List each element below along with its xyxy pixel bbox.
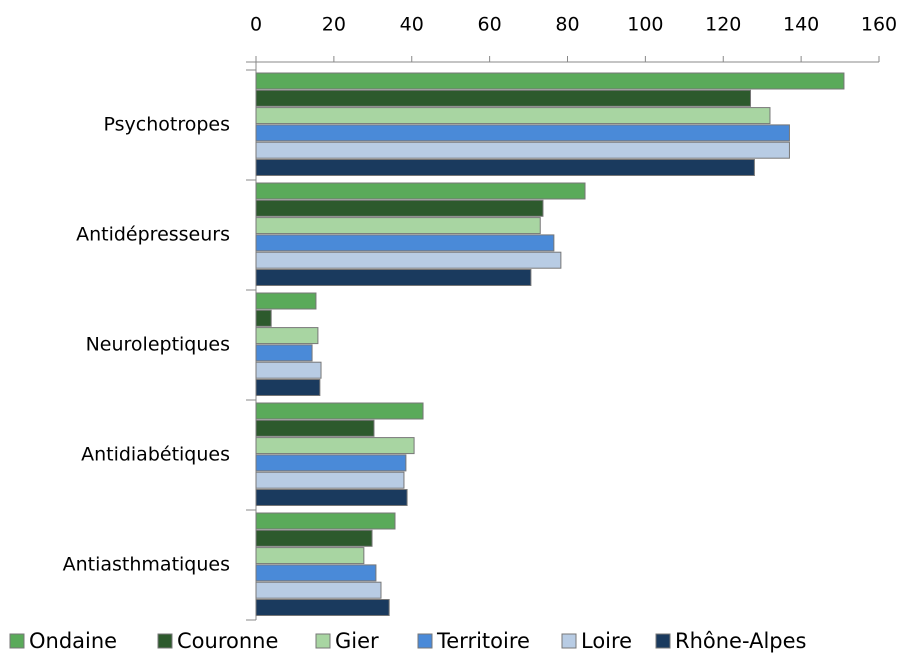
x-tick-label: 120 — [705, 14, 741, 36]
category-label: Neuroleptiques — [86, 334, 230, 356]
legend-label: Gier — [335, 629, 379, 653]
bar — [255, 471, 405, 489]
bar — [255, 512, 396, 530]
legend-label: Territoire — [436, 629, 530, 653]
bar — [255, 564, 377, 582]
bar — [255, 107, 771, 125]
bar — [255, 251, 562, 269]
legend-swatch — [655, 633, 671, 649]
legend-label: Ondaine — [29, 629, 117, 653]
bar — [255, 489, 408, 506]
bar — [255, 182, 586, 200]
legend-label: Loire — [581, 629, 632, 653]
bar — [255, 234, 555, 252]
bar — [255, 327, 319, 345]
legend-label: Rhône-Alpes — [675, 629, 807, 653]
bar — [255, 437, 415, 455]
bar — [255, 217, 541, 235]
bar — [255, 379, 321, 396]
category-label: Antiasthmatiques — [63, 554, 230, 576]
bar — [255, 344, 313, 362]
bar — [255, 402, 424, 420]
bar — [255, 269, 532, 286]
x-tick-label: 80 — [555, 14, 579, 36]
legend-swatch — [315, 633, 331, 649]
legend-label: Couronne — [177, 629, 278, 653]
category-label: Antidépresseurs — [76, 224, 230, 246]
bar — [255, 454, 407, 472]
bar — [255, 547, 365, 565]
x-tick-label: 140 — [783, 14, 819, 36]
bar — [255, 89, 752, 107]
x-tick-label: 60 — [478, 14, 502, 36]
bar — [255, 124, 790, 142]
category-label: Psychotropes — [104, 114, 231, 136]
bar — [255, 599, 390, 616]
bar — [255, 199, 544, 217]
category-label: Antidiabétiques — [81, 444, 230, 466]
x-tick-label: 40 — [400, 14, 424, 36]
x-tick-label: 160 — [861, 14, 897, 36]
bar — [255, 159, 755, 176]
legend-swatch — [9, 633, 25, 649]
bar — [255, 361, 322, 379]
bar — [255, 419, 375, 437]
legend-swatch — [417, 633, 433, 649]
bar — [255, 529, 373, 547]
x-tick-label: 0 — [250, 14, 262, 36]
bar — [255, 72, 845, 90]
legend-swatch — [561, 633, 577, 649]
x-tick-label: 20 — [322, 14, 346, 36]
bar — [255, 141, 790, 159]
legend-swatch — [157, 633, 173, 649]
x-tick-label: 100 — [627, 14, 663, 36]
bar — [255, 292, 317, 310]
bar — [255, 309, 272, 327]
bar — [255, 581, 382, 599]
